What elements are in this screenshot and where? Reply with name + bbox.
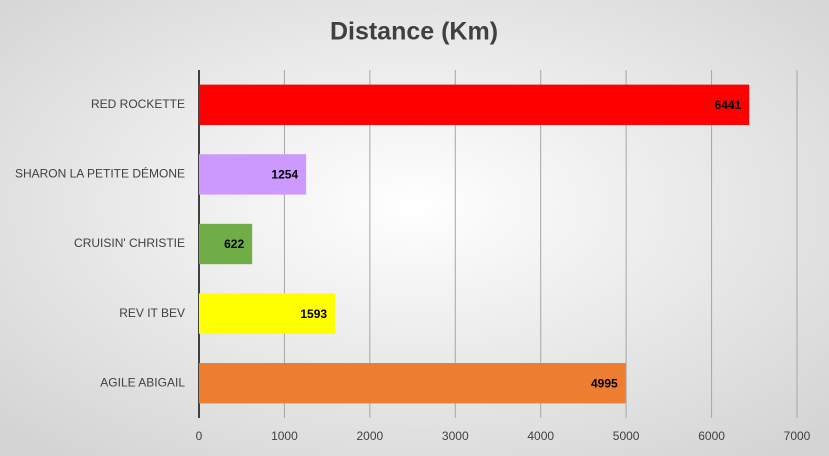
chart-title: Distance (Km) <box>330 18 498 46</box>
x-tick-label: 1000 <box>271 429 298 443</box>
value-label: 6441 <box>715 98 742 112</box>
y-tick-label: CRUISIN' CHRISTIE <box>74 236 185 250</box>
bar <box>199 293 336 334</box>
y-tick-label: RED ROCKETTE <box>91 97 185 111</box>
x-tick-label: 4000 <box>527 429 554 443</box>
x-tick-label: 6000 <box>698 429 725 443</box>
bar <box>199 84 750 125</box>
value-label: 1254 <box>271 168 298 182</box>
y-tick-label: AGILE ABIGAIL <box>100 375 185 389</box>
value-label: 1593 <box>300 307 327 321</box>
x-tick-label: 7000 <box>784 429 811 443</box>
bar <box>199 363 626 404</box>
bar <box>199 154 307 195</box>
x-tick-label: 5000 <box>613 429 640 443</box>
bar <box>199 223 253 265</box>
x-tick-label: 0 <box>196 429 203 443</box>
y-tick-label: REV IT BEV <box>119 306 185 320</box>
value-label: 4995 <box>591 376 618 390</box>
value-label: 622 <box>224 237 244 251</box>
x-tick-label: 3000 <box>442 429 469 443</box>
y-tick-label: SHARON LA PETITE DÉMONE <box>15 166 185 181</box>
x-tick-label: 2000 <box>357 429 384 443</box>
